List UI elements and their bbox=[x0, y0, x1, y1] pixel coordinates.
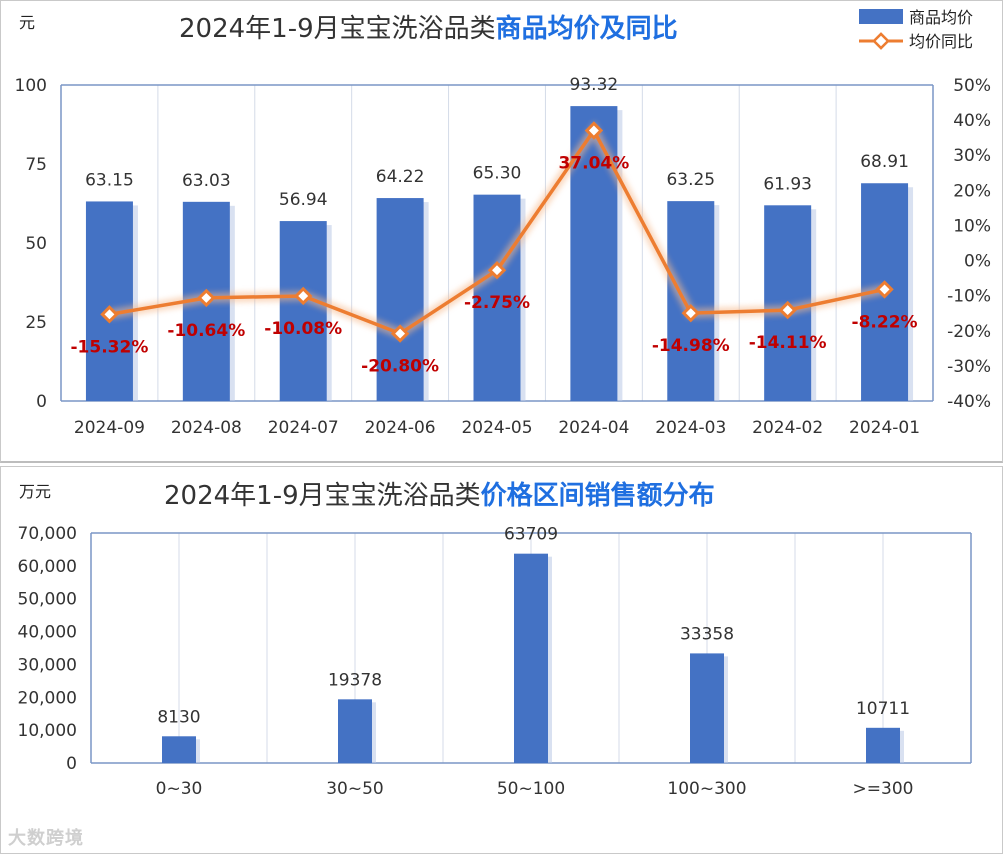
yoy-marker bbox=[100, 305, 119, 324]
y-right-tick-label: -20% bbox=[947, 322, 991, 342]
bar-value-label: 8130 bbox=[157, 707, 200, 727]
bar-value-label: 56.94 bbox=[279, 190, 328, 210]
yoy-marker bbox=[487, 261, 507, 280]
chart-title: 2024年1-9月宝宝洗浴品类商品均价及同比 bbox=[179, 13, 678, 44]
bar-value-label: 61.93 bbox=[763, 174, 812, 194]
yoy-value-label: -8.22% bbox=[852, 312, 918, 332]
price-bar bbox=[279, 221, 327, 401]
x-category-label: 2024-05 bbox=[461, 418, 532, 438]
price-yoy-chart-panel: 元 2024年1-9月宝宝洗浴品类商品均价及同比 商品均价均价同比 0 25 50 75 10… bbox=[0, 0, 1003, 463]
legend-swatch-bar bbox=[859, 9, 903, 24]
sales-bar bbox=[338, 699, 372, 763]
y-tick-label: 0 bbox=[66, 754, 77, 774]
yoy-value-label: 37.04% bbox=[558, 154, 629, 174]
sales-bar bbox=[866, 727, 900, 763]
bar-value-label: 63709 bbox=[504, 525, 558, 545]
yoy-value-label: -15.32% bbox=[71, 337, 149, 357]
sales-bar bbox=[690, 653, 724, 763]
y-right-tick-label: 30% bbox=[953, 146, 991, 166]
y-tick-label: 30,000 bbox=[18, 655, 77, 675]
bar-value-label: 33358 bbox=[680, 624, 734, 644]
y-right-tick-label: 40% bbox=[953, 111, 991, 131]
watermark-logo: 大数跨境 bbox=[8, 828, 84, 849]
y-right-tick-label: 10% bbox=[953, 216, 991, 236]
yoy-value-label: -14.98% bbox=[652, 336, 730, 356]
x-category-label: 2024-03 bbox=[655, 418, 726, 438]
price-range-sales-chart-panel: 万元 2024年1-9月宝宝洗浴品类价格区间销售额分布 0 10,000 20,000 3… bbox=[0, 466, 1003, 854]
y-left-tick-label: 100 bbox=[15, 76, 47, 96]
y-axis-unit: 万元 bbox=[19, 482, 51, 501]
yoy-value-label: -2.75% bbox=[464, 293, 530, 313]
x-category-label: 50~100 bbox=[497, 779, 565, 799]
yoy-value-label: -14.11% bbox=[749, 333, 827, 353]
y-axis-unit: 元 bbox=[19, 13, 35, 32]
y-right-tick-label: 50% bbox=[953, 76, 991, 96]
sales-bar bbox=[162, 736, 196, 763]
bar-value-label: 93.32 bbox=[570, 75, 619, 95]
y-tick-label: 10,000 bbox=[18, 721, 77, 741]
x-category-label: 2024-09 bbox=[74, 418, 145, 438]
chart-title: 2024年1-9月宝宝洗浴品类价格区间销售额分布 bbox=[164, 480, 715, 511]
x-category-label: 30~50 bbox=[326, 779, 384, 799]
price-bar bbox=[85, 201, 133, 401]
x-category-label: 0~30 bbox=[156, 779, 203, 799]
legend-label-bar: 商品均价 bbox=[909, 8, 973, 27]
chart-title-highlight: 价格区间销售额分布 bbox=[481, 480, 715, 511]
yoy-value-label: -10.64% bbox=[167, 321, 245, 341]
bar-value-label: 10711 bbox=[856, 699, 910, 719]
legend-label-line: 均价同比 bbox=[909, 32, 973, 51]
y-tick-label: 20,000 bbox=[18, 688, 77, 708]
y-tick-label: 60,000 bbox=[18, 557, 77, 577]
chart-title-prefix: 2024年1-9月宝宝洗浴品类 bbox=[179, 14, 496, 44]
yoy-marker bbox=[778, 300, 797, 320]
sales-bar bbox=[514, 553, 548, 763]
price-bar bbox=[473, 194, 521, 401]
yoy-marker bbox=[390, 324, 410, 343]
yoy-value-label: -10.08% bbox=[264, 319, 342, 339]
x-category-label: 2024-06 bbox=[365, 418, 436, 438]
y-right-tick-label: 20% bbox=[953, 181, 991, 201]
chart-title-highlight: 商品均价及同比 bbox=[496, 13, 678, 44]
bar-value-label: 65.30 bbox=[473, 164, 522, 184]
y-tick-label: 70,000 bbox=[18, 524, 77, 544]
y-left-tick-label: 0 bbox=[36, 392, 47, 412]
yoy-marker bbox=[197, 288, 216, 308]
x-category-label: 2024-07 bbox=[268, 418, 339, 438]
bar-value-label: 64.22 bbox=[376, 167, 425, 187]
yoy-marker bbox=[294, 286, 313, 306]
yoy-marker bbox=[584, 121, 604, 140]
chart-title-prefix: 2024年1-9月宝宝洗浴品类 bbox=[164, 481, 481, 511]
yoy-value-label: -20.80% bbox=[361, 357, 439, 377]
y-left-tick-label: 75 bbox=[25, 155, 47, 175]
x-category-label: 2024-02 bbox=[752, 418, 823, 438]
y-left-tick-label: 50 bbox=[25, 234, 47, 254]
y-right-tick-label: 0% bbox=[964, 252, 991, 272]
x-category-label: >=300 bbox=[853, 779, 914, 799]
bar-value-label: 68.91 bbox=[860, 152, 909, 172]
bar-value-label: 63.15 bbox=[85, 170, 134, 190]
yoy-marker bbox=[875, 280, 894, 299]
price-bar bbox=[376, 198, 424, 401]
yoy-marker bbox=[681, 303, 700, 323]
y-right-tick-label: -10% bbox=[947, 287, 991, 307]
y-left-tick-label: 25 bbox=[25, 313, 47, 333]
bar-value-label: 63.25 bbox=[666, 170, 715, 190]
y-right-tick-label: -40% bbox=[947, 392, 991, 412]
y-tick-label: 50,000 bbox=[18, 590, 77, 610]
price-range-sales-chart: 万元 2024年1-9月宝宝洗浴品类价格区间销售额分布 0 10,000 20,000 3… bbox=[18, 480, 972, 799]
legend-marker bbox=[872, 32, 890, 50]
x-category-label: 2024-08 bbox=[171, 418, 242, 438]
x-category-label: 2024-04 bbox=[558, 418, 629, 438]
x-category-label: 2024-01 bbox=[849, 418, 920, 438]
y-tick-label: 40,000 bbox=[18, 623, 77, 643]
bar-value-label: 63.03 bbox=[182, 171, 231, 191]
y-right-tick-label: -30% bbox=[947, 357, 991, 377]
bar-value-label: 19378 bbox=[328, 670, 382, 690]
x-category-label: 100~300 bbox=[667, 779, 746, 799]
price-bar bbox=[667, 201, 715, 401]
